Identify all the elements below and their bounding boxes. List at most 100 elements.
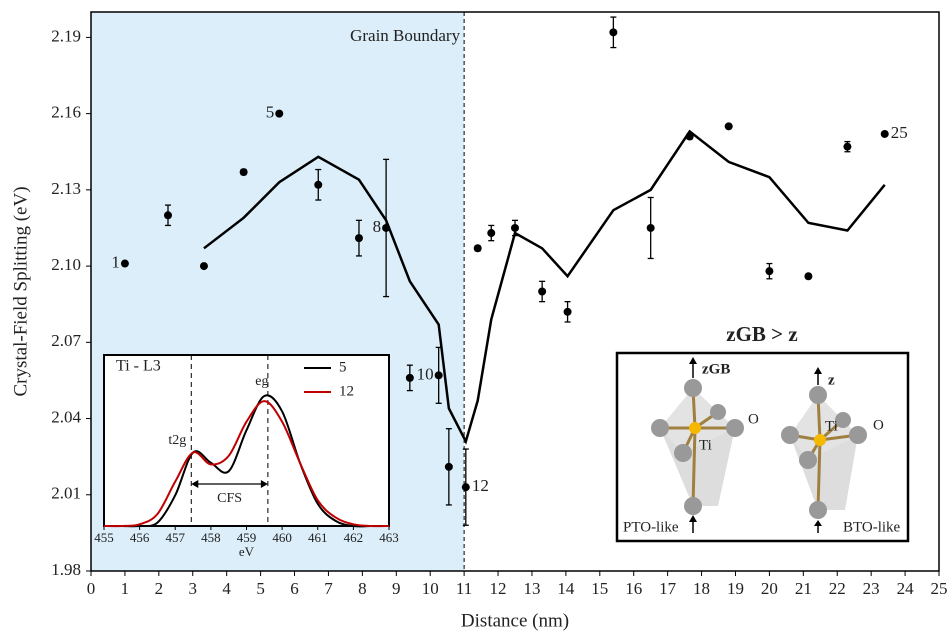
inset-x-title: eV [239,544,255,559]
diagram-label: z [828,372,835,388]
point-label: 25 [891,123,908,142]
inset-x-tick-label: 460 [272,530,292,545]
plot-frame [90,11,940,572]
point-label: 8 [373,217,382,236]
x-tick-label: 22 [829,579,846,598]
data-point [646,223,655,232]
point-label: 1 [111,252,120,271]
point-label: 12 [472,476,489,495]
data-point [461,483,470,492]
y-tick-label: 2.04 [51,407,81,426]
diagram-label: zGB [702,361,730,377]
data-point [275,109,284,118]
diagram-title: zGB > z [726,322,797,346]
x-tick-label: 0 [87,579,96,598]
boundary-label: Grain Boundary [350,26,461,45]
x-tick-label: 20 [761,579,778,598]
data-point [609,28,618,37]
diagram-label: Ti [825,418,838,434]
data-point [354,234,363,243]
x-tick-label: 18 [693,579,710,598]
data-point [405,373,414,382]
y-tick-label: 2.07 [51,331,81,350]
inset-x-tick-label: 461 [308,530,328,545]
data-point [434,371,443,380]
x-tick-label: 21 [795,579,812,598]
data-point [880,129,889,138]
x-tick-label: 17 [659,579,677,598]
x-tick-label: 9 [392,579,401,598]
inset-x-tick-label: 459 [237,530,257,545]
y-tick-label: 2.10 [51,255,81,274]
inset-x-tick-label: 456 [130,530,150,545]
data-point [163,211,172,220]
spectrum-line [104,394,389,528]
x-tick-label: 3 [189,579,198,598]
inset-plot: 455 456 457 458 459 460 461 462 463 eV Ti - L3 t2g e… [94,354,399,559]
x-tick-label: 7 [324,579,333,598]
inset-x-tick-label: 462 [344,530,364,545]
data-point [843,142,852,151]
data-point [199,262,208,271]
data-point [487,229,496,238]
x-tick-label: 25 [931,579,948,598]
diagram-label: O [873,417,884,433]
structure-diagram: zGB > z zGB Ti O PTO-like z Ti O BTO-lik… [615,322,910,543]
inset-annotation: CFS [217,491,242,506]
inset-x-tick-label: 463 [379,530,399,545]
data-point [804,272,813,281]
data-point [473,244,482,253]
x-tick-label: 23 [863,579,880,598]
inset-x-tick-label: 458 [201,530,221,545]
x-tick-label: 4 [222,579,231,598]
y-tick-label: 1.98 [51,560,81,579]
y-axis-title: Crystal-Field Splitting (eV) [10,186,31,396]
data-point [511,223,519,232]
inset-annotation: t2g [168,433,186,448]
point-label: 10 [417,364,434,383]
data-point [239,168,248,177]
x-tick-label: 19 [727,579,744,598]
x-tick-label: 2 [155,579,164,598]
x-tick-label: 15 [591,579,608,598]
diagram-frame [615,351,910,543]
x-tick-label: 12 [490,579,507,598]
data-point [724,122,733,131]
octahedron-pto [651,357,744,533]
data-point [120,259,129,268]
x-tick-label: 1 [121,579,130,598]
trend-line [203,129,886,445]
spectrum-line [103,400,390,528]
x-tick-label: 11 [456,579,472,598]
y-tick-label: 2.13 [51,179,81,198]
legend-label: 12 [339,383,354,399]
diagram-label: BTO-like [843,519,901,535]
inset-title: Ti - L3 [116,358,161,375]
data-point [444,462,453,471]
y-tick-label: 2.16 [51,103,81,122]
data-point [563,307,572,316]
inset-annotation: eg [255,374,268,389]
diagram-label: Ti [699,437,712,453]
diagram-label: PTO-like [623,519,679,535]
data-point [538,287,547,296]
octahedron-bto [781,367,867,533]
y-tick-label: 2.19 [51,26,81,45]
x-tick-label: 6 [290,579,299,598]
inset-x-tick-label: 455 [94,530,114,545]
data-point [314,180,323,189]
x-tick-label: 16 [625,579,642,598]
x-tick-label: 24 [897,579,915,598]
x-tick-label: 8 [358,579,367,598]
legend-label: 5 [339,359,347,375]
x-tick-label: 5 [256,579,265,598]
data-point [765,267,774,276]
x-axis-title: Distance (nm) [461,610,569,631]
y-tick-label: 2.01 [51,484,81,503]
point-label: 5 [266,103,275,122]
inset-x-tick-label: 457 [166,530,186,545]
diagram-label: O [748,411,759,427]
x-tick-label: 13 [523,579,540,598]
x-tick-label: 14 [557,579,575,598]
